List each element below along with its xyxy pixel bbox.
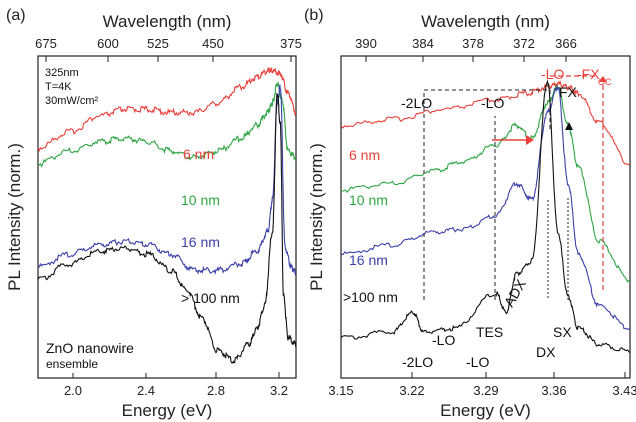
- x-axis-title: Energy (eV): [122, 401, 213, 420]
- series-label: 6 nm: [183, 146, 214, 162]
- measurement-condition: 325nm: [45, 67, 79, 79]
- peak-label: FX: [559, 84, 578, 100]
- peak-label: -LO: [541, 66, 564, 82]
- peak-label: -LO: [466, 354, 489, 370]
- peak-guides: [547, 196, 569, 300]
- top-axis-title: Wavelength (nm): [103, 12, 232, 31]
- fx-arrow-head: [565, 122, 573, 130]
- inset-subtitle: ensemble: [46, 357, 98, 371]
- series-line: [38, 84, 296, 276]
- measurement-condition: 30mW/cm²: [45, 95, 99, 107]
- top-tick-label: 375: [280, 36, 302, 51]
- peak-label: ADX: [501, 276, 530, 310]
- peak-label: TES: [476, 324, 503, 340]
- top-tick-label: 390: [355, 36, 377, 51]
- top-tick-label: 378: [462, 36, 484, 51]
- series-label: 16 nm: [349, 252, 388, 268]
- y-axis-title: PL Intensity (norm.): [5, 143, 24, 291]
- inset-title: ZnO nanowire: [46, 340, 134, 356]
- x-tick-label: 2.8: [207, 383, 225, 398]
- series-line: [341, 80, 630, 166]
- series-line: [341, 85, 630, 331]
- panel-b: 3.15 3.22 3.29 3.36 3.43 390 384 378 372 366 Energ…: [304, 7, 636, 420]
- peak-label: -2LO: [401, 95, 432, 111]
- red-arrow-head: [526, 135, 534, 145]
- peak-label: -LO: [432, 332, 455, 348]
- peak-label: -2LO: [402, 354, 433, 370]
- x-tick-label: 3.2: [270, 383, 288, 398]
- series-line: [341, 79, 630, 354]
- x-tick-label: 3.36: [541, 383, 566, 398]
- x-tick-label: 2.0: [64, 383, 82, 398]
- x-tick-label: 3.15: [328, 383, 353, 398]
- oc-guide: [550, 75, 604, 290]
- peak-label: OC: [598, 77, 612, 87]
- series-label: > 100 nm: [181, 290, 240, 306]
- x-axis-title: Energy (eV): [440, 401, 531, 420]
- top-tick-label: 450: [202, 36, 224, 51]
- peak-label: -LO: [481, 95, 504, 111]
- peak-label: DX: [536, 344, 556, 360]
- x-tick-label: 3.43: [612, 383, 636, 398]
- top-tick-label: 372: [513, 36, 535, 51]
- series-label: 10 nm: [349, 192, 388, 208]
- series-label: 6 nm: [349, 147, 380, 163]
- inset-background: [42, 333, 174, 373]
- series-label: 16 nm: [181, 234, 220, 250]
- oc-arrow-head: [599, 76, 607, 82]
- top-axis-title: Wavelength (nm): [421, 12, 550, 31]
- top-tick-label: 525: [147, 36, 169, 51]
- measurement-condition: T=4K: [45, 81, 72, 93]
- y-axis-title: PL Intensity (norm.): [307, 143, 326, 291]
- top-tick-label: 600: [97, 36, 119, 51]
- panel-a: 2.0 2.4 2.8 3.2 675 600 525 450 375 Energy (eV) Wa…: [5, 7, 302, 420]
- x-tick-label: 2.4: [137, 383, 155, 398]
- panel-tag: (b): [304, 7, 324, 24]
- series-line: [341, 83, 630, 283]
- series-line: [38, 92, 296, 364]
- x-tick-label: 3.29: [473, 383, 498, 398]
- series-label: 10 nm: [181, 192, 220, 208]
- top-tick-label: 366: [555, 36, 577, 51]
- x-tick-label: 3.22: [399, 383, 424, 398]
- plot-frame: [37, 55, 297, 379]
- panel-tag: (a): [6, 7, 26, 24]
- peak-label: SX: [553, 324, 572, 340]
- peak-label: -FX: [577, 66, 600, 82]
- series-line: [38, 67, 296, 152]
- top-tick-label: 675: [35, 36, 57, 51]
- two-lo-guide: [423, 89, 551, 300]
- series-label: >100 nm: [343, 289, 398, 305]
- top-tick-label: 384: [412, 36, 434, 51]
